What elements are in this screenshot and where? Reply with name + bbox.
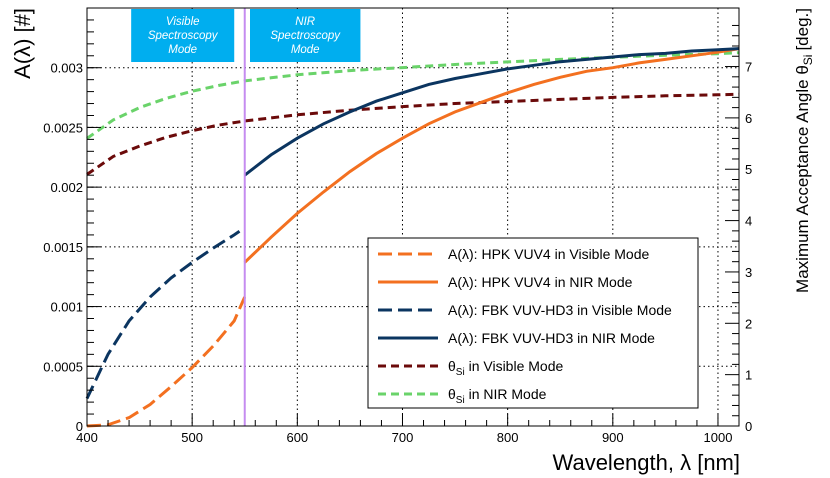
x-tick-label: 1000 (704, 430, 733, 445)
x-tick-label: 500 (181, 430, 203, 445)
y2-tick-label: 7 (745, 60, 752, 75)
x-tick-label: 700 (392, 430, 414, 445)
y-axis-title: A(λ) [#] (10, 8, 35, 79)
y2-tick-label: 3 (745, 265, 752, 280)
series-line (85, 230, 241, 400)
legend-entry-prefix: A(λ): (448, 246, 481, 262)
y-tick-label: 0.0025 (43, 120, 83, 135)
legend-box (367, 237, 699, 409)
legend-entry-suffix: in NIR Mode (465, 386, 547, 402)
mode-box-label: Spectroscopy (148, 30, 219, 42)
grid (87, 8, 739, 426)
x-tick-label: 400 (76, 430, 98, 445)
legend-entry: θSi in Visible Mode (448, 358, 563, 378)
legend-entry: A(λ): HPK VUV4 in NIR Mode (448, 274, 633, 290)
series-line (86, 296, 247, 428)
legend-entry: A(λ): FBK VUV-HD3 in Visible Mode (448, 302, 672, 318)
y2-tick-label: 0 (745, 419, 752, 434)
y2-axis-title-sub: Si (801, 55, 815, 66)
y2-tick-label: 4 (745, 214, 752, 229)
y2-axis-title-unit: [deg.] (793, 8, 812, 51)
y-tick-label: 0.0015 (43, 240, 83, 255)
legend-entry: θSi in NIR Mode (448, 386, 547, 406)
axis-ticks: 400 500 600 700 800 900 1000 0 0.0005 0.001 0.0015… (43, 7, 752, 445)
y-tick-label: 0.001 (50, 300, 83, 315)
y2-axis-title: Maximum Acceptance Angle θSi [deg.] (793, 8, 815, 293)
mode-box (250, 9, 361, 62)
y2-axis-title-main: Maximum Acceptance Angle θ (793, 65, 812, 293)
mode-box-label: NIR (295, 16, 315, 28)
legend-entry-suffix: in Visible Mode (465, 358, 564, 374)
mode-box-label: Visible (166, 16, 200, 28)
mode-box-label: Mode (291, 44, 320, 56)
legend-entry-name: HPK VUV4 in Visible Mode (481, 246, 649, 262)
x-tick-label: 600 (286, 430, 308, 445)
y-tick-label: 0.003 (50, 61, 83, 76)
y2-tick-label: 2 (745, 316, 752, 331)
legend-entry-sub: Si (456, 395, 465, 406)
legend-entry-name: FBK VUV-HD3 in NIR Mode (481, 330, 655, 346)
y-tick-label: 0 (76, 419, 83, 434)
y2-tick-label: 6 (745, 111, 752, 126)
x-tick-label: 800 (497, 430, 519, 445)
x-axis-title: Wavelength, λ [nm] (553, 450, 740, 475)
mode-boxes: Visible Spectroscopy Mode NIR Spectroscopy Mo… (131, 9, 361, 62)
legend-entry-prefix: A(λ): (448, 274, 481, 290)
mode-box-label: Spectroscopy (270, 30, 341, 42)
y2-tick-label: 1 (745, 368, 752, 383)
x-tick-label: 900 (602, 430, 624, 445)
legend-entry-name: θ (448, 386, 456, 402)
mode-box-label: Mode (168, 44, 197, 56)
legend-entry: A(λ): HPK VUV4 in Visible Mode (448, 246, 649, 262)
legend-entry: A(λ): FBK VUV-HD3 in NIR Mode (448, 330, 655, 346)
legend-entry-name: FBK VUV-HD3 in Visible Mode (481, 302, 672, 318)
legend-entry-prefix: A(λ): (448, 302, 481, 318)
legend-entry-name: θ (448, 358, 456, 374)
series-line (86, 92, 740, 176)
legend-entry-name: HPK VUV4 in NIR Mode (481, 274, 632, 290)
legend-entry-prefix: A(λ): (448, 330, 481, 346)
series-group (85, 47, 740, 428)
y-tick-label: 0.002 (50, 180, 83, 195)
mode-box (131, 9, 235, 62)
y2-tick-label: 5 (745, 162, 752, 177)
series-line (243, 47, 740, 177)
plot-frame (86, 7, 740, 427)
legend-entry-sub: Si (456, 367, 465, 378)
series-line (243, 47, 740, 264)
y-tick-label: 0.0005 (43, 359, 83, 374)
